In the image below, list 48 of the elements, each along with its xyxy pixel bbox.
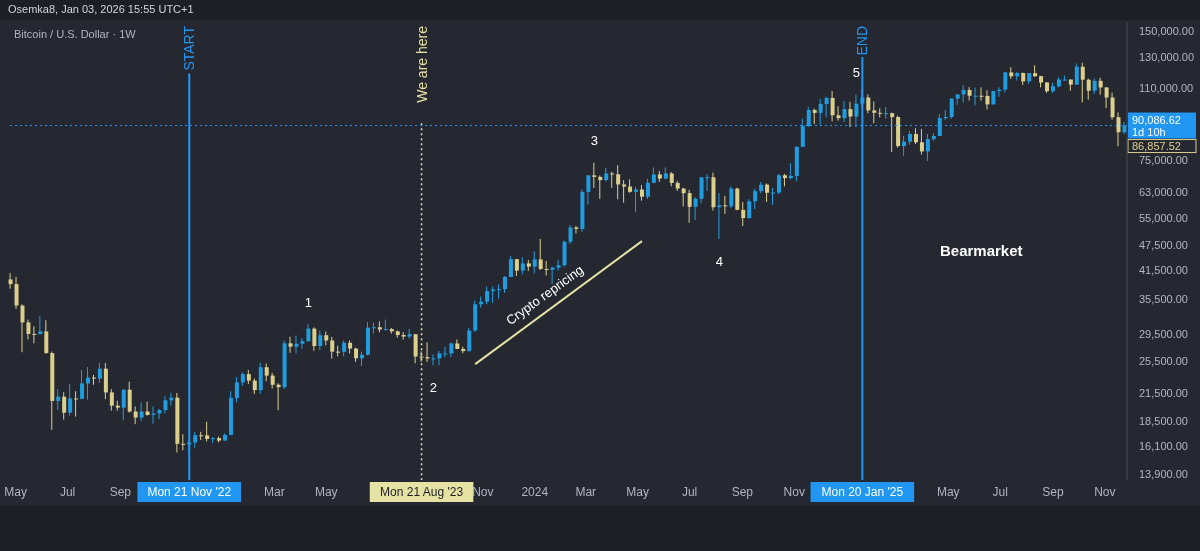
ref-line-label: END <box>854 26 871 56</box>
annotation: Bearmarket <box>940 242 1023 259</box>
x-tick-label: Mar <box>264 485 285 499</box>
y-tick-label: 41,500.00 <box>1139 264 1188 276</box>
annotation: 4 <box>715 253 724 269</box>
x-tick-label: 2024 <box>521 485 549 499</box>
ref-line-label: START <box>181 25 198 71</box>
x-tick-label: May <box>626 485 650 499</box>
x-tick-label: May <box>936 485 960 499</box>
x-tick-label: Sep <box>1042 485 1064 499</box>
y-tick-label: 13,900.00 <box>1139 467 1188 480</box>
x-tick-label: Nov <box>1094 485 1116 499</box>
text: 86,857.52 <box>1132 140 1181 153</box>
annotation: 3 <box>590 133 598 149</box>
x-tick-label: May <box>4 485 27 499</box>
x-tick-label: Mon 21 Aug '23 <box>380 485 464 499</box>
annotation: 1 <box>304 294 312 310</box>
y-tick-label: 25,500.00 <box>1139 354 1188 367</box>
annotation: 2 <box>429 379 438 395</box>
annotation: 5 <box>852 65 861 81</box>
x-tick-label: Jul <box>992 485 1008 499</box>
y-tick-label: 47,500.00 <box>1139 238 1188 251</box>
y-tick-label: 75,000.00 <box>1139 153 1188 166</box>
y-tick-label: 150,000.00 <box>1139 24 1195 37</box>
y-tick-label: 21,500.00 <box>1139 386 1188 399</box>
x-tick-label: Jul <box>681 485 698 499</box>
x-tick-label: Mar <box>575 485 597 499</box>
text: Bitcoin / U.S. Dollar · 1W <box>14 28 136 40</box>
x-tick-label: Nov <box>472 485 494 499</box>
y-tick-label: 55,000.00 <box>1139 211 1188 224</box>
x-tick-label: Mon 20 Jan '25 <box>821 485 904 499</box>
x-tick-label: Sep <box>109 485 132 499</box>
x-tick-label: Sep <box>731 485 754 499</box>
y-tick-label: 16,100.00 <box>1139 440 1188 453</box>
y-tick-label: 63,000.00 <box>1139 186 1188 199</box>
text: 1d 10h <box>1132 125 1166 138</box>
y-tick-label: 18,500.00 <box>1139 414 1188 427</box>
text: Osemka8, Jan 03, 2026 15:55 UTC+1 <box>8 3 194 15</box>
x-tick-label: Nov <box>783 485 805 499</box>
y-tick-label: 35,500.00 <box>1139 293 1188 306</box>
x-tick-label: Jul <box>59 485 76 499</box>
y-tick-label: 110,000.00 <box>1139 82 1194 95</box>
x-tick-label: Mon 21 Nov '22 <box>147 485 232 499</box>
ref-line-label: We are here <box>413 25 430 103</box>
x-tick-label: May <box>314 485 338 499</box>
y-tick-label: 130,000.00 <box>1139 51 1195 64</box>
y-tick-label: 29,500.00 <box>1139 327 1188 340</box>
ref-line-label: 90,086.62 <box>1132 113 1181 126</box>
